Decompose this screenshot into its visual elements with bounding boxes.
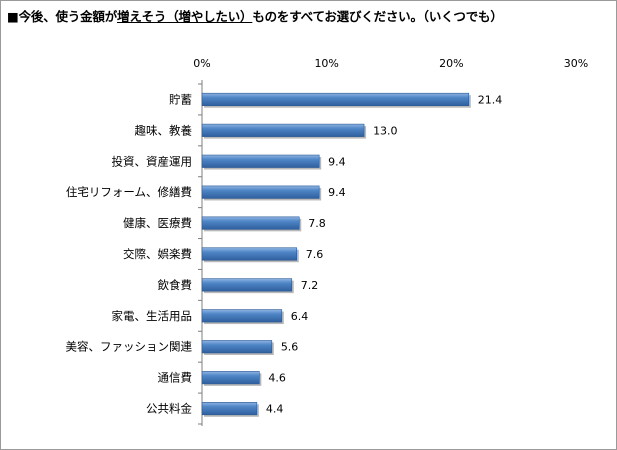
category-label: 投資、資産運用 <box>112 154 193 168</box>
value-label: 9.4 <box>328 186 346 199</box>
x-tick-label: 20% <box>439 57 463 70</box>
category-label: 美容、ファッション関連 <box>66 340 193 354</box>
category-label: 飲食費 <box>158 278 193 292</box>
title-suffix: ものをすべてお選びください。（いくつでも） <box>252 9 503 24</box>
value-label: 7.8 <box>308 217 326 230</box>
bar <box>201 185 320 199</box>
bar <box>201 371 260 385</box>
bar <box>201 278 293 292</box>
bar <box>201 92 470 107</box>
bar <box>201 216 300 230</box>
bar <box>201 123 365 137</box>
bar <box>201 154 320 168</box>
bar <box>201 340 273 354</box>
x-tick-label: 0% <box>193 57 210 70</box>
title-prefix: ■今後、使う金額が <box>7 9 118 24</box>
value-label: 13.0 <box>373 124 398 137</box>
category-label: 住宅リフォーム、修繕費 <box>66 185 192 199</box>
category-label: 通信費 <box>158 371 193 385</box>
value-label: 5.6 <box>281 341 299 354</box>
bar <box>201 401 258 416</box>
value-label: 21.4 <box>478 93 503 106</box>
category-label: 趣味、教養 <box>135 123 193 137</box>
x-tick-label: 10% <box>314 57 338 70</box>
chart-title: ■今後、使う金額が増えそう（増やしたい）ものをすべてお選びください。（いくつでも… <box>7 6 503 25</box>
value-label: 7.2 <box>301 279 319 292</box>
category-label: 貯蓄 <box>169 92 192 106</box>
category-label: 公共料金 <box>146 402 192 416</box>
value-label: 9.4 <box>328 155 346 168</box>
value-label: 4.6 <box>268 372 286 385</box>
bar <box>201 309 283 323</box>
value-label: 6.4 <box>291 310 309 323</box>
title-emphasis: 増えそう（増やしたい） <box>117 9 253 24</box>
value-label: 7.6 <box>306 248 324 261</box>
category-label: 家電、生活用品 <box>112 309 193 323</box>
value-label: 4.4 <box>266 403 284 416</box>
x-tick-label: 30% <box>564 57 588 70</box>
category-label: 交際、娯楽費 <box>123 247 192 261</box>
category-label: 健康、医療費 <box>123 216 192 230</box>
bar <box>201 247 298 261</box>
